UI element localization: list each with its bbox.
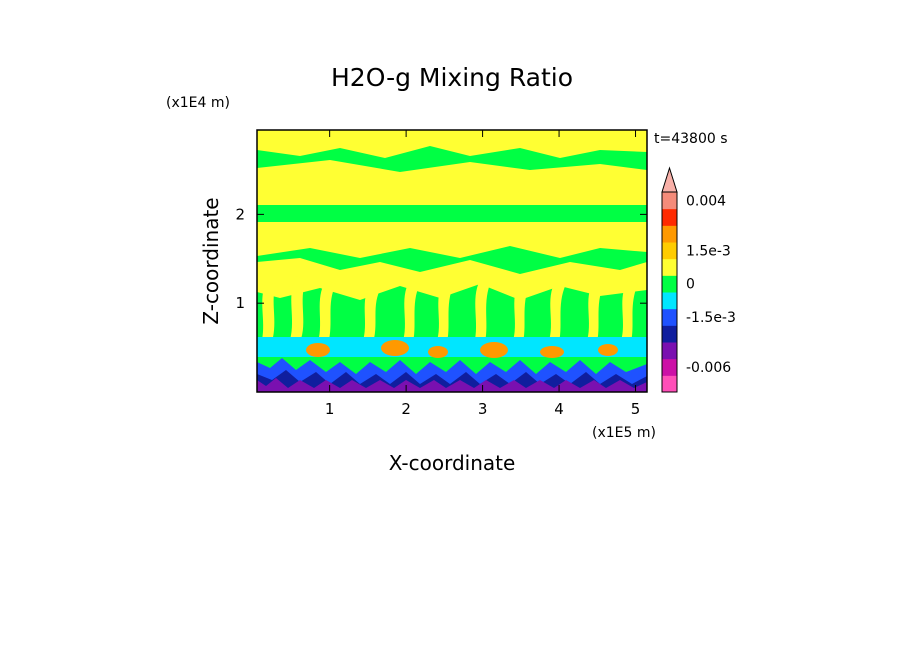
contour-field [257,130,647,392]
colorbar-swatch [662,192,677,210]
plume-finger [586,280,604,346]
colorbar-swatch [662,308,677,326]
x-axis: 1 2 3 4 5 [325,130,640,418]
x-axis-label: X-coordinate [389,451,516,475]
plume-finger [362,282,382,346]
plume-finger [318,280,336,344]
y-tick-label: 1 [235,294,245,312]
x-tick-label: 3 [478,400,488,418]
plume-finger [474,280,490,346]
plume-finger [402,280,420,346]
plume-finger [548,280,566,346]
upper-yellow-region [257,160,647,205]
colorbar-arrow [661,166,678,193]
colorbar-label: 1.5e-3 [686,243,731,259]
colorbar: 0.004 1.5e-3 0 -1.5e-3 -0.006 [661,166,736,393]
colorbar-swatch [662,208,677,226]
y-scale-label: (x1E4 m) [166,95,230,111]
colorbar-swatch [662,275,677,293]
colorbar-swatch [662,225,677,243]
x-tick-label: 5 [631,400,641,418]
y-axis-label: Z-coordinate [199,197,223,324]
upper-yellow-region [257,222,647,258]
colorbar-swatch [662,258,677,276]
orange-blob [540,346,564,358]
orange-blob [381,340,409,356]
plume-finger [436,280,454,346]
x-tick-label: 4 [554,400,564,418]
time-label: t=43800 s [654,131,728,147]
green-band [257,214,647,218]
colorbar-label: -1.5e-3 [686,310,736,326]
plume-finger [620,280,638,346]
upper-yellow-region [257,130,647,158]
x-tick-label: 2 [401,400,411,418]
orange-blob [428,346,448,358]
plume-finger [262,282,276,342]
y-tick-label: 2 [235,205,245,223]
green-band [257,205,647,211]
colorbar-label: 0 [686,277,695,293]
y-axis: 12 [235,205,647,312]
colorbar-swatch [662,242,677,260]
orange-blob [306,343,330,357]
plume-finger [512,280,530,346]
colorbar-frame [661,191,678,393]
orange-blob [480,342,508,358]
colorbar-swatch [662,342,677,360]
x-scale-label: (x1E5 m) [592,425,656,441]
colorbar-swatch [662,292,677,310]
colorbar-swatch [662,375,677,393]
upper-yellow-region [257,258,647,300]
colorbar-swatch [662,358,677,376]
chart-title: H2O-g Mixing Ratio [331,63,573,92]
purple-layer [257,378,647,392]
orange-blob [598,344,618,356]
colorbar-label: 0.004 [686,193,726,209]
plume-finger [290,276,306,342]
x-tick-label: 1 [325,400,335,418]
plot-frame [256,129,648,393]
colorbar-label: -0.006 [686,360,731,376]
colorbar-swatch [662,325,677,343]
